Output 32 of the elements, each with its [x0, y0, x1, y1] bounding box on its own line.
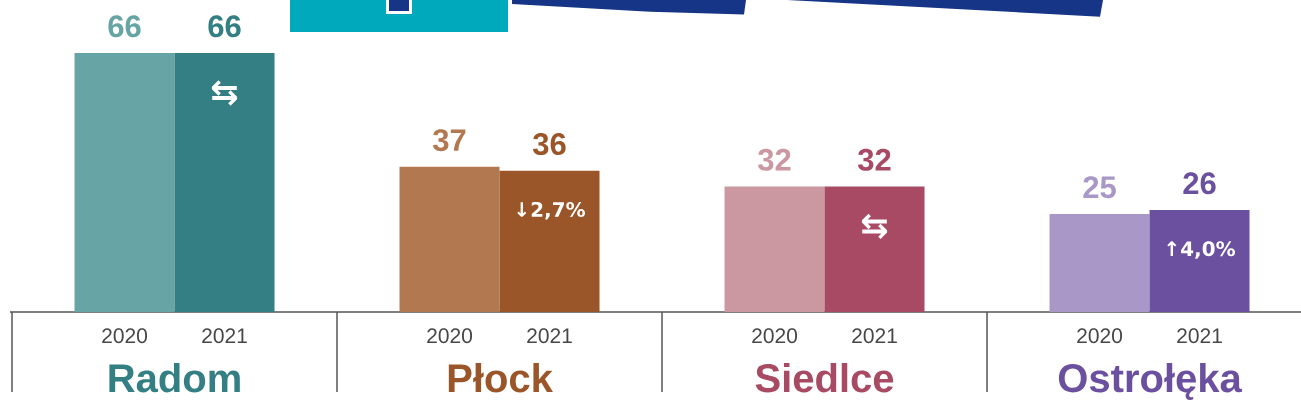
data-label: 37 — [432, 129, 466, 152]
bar — [1049, 213, 1150, 312]
x-tick-label: Radom — [109, 363, 240, 393]
text: 2021 — [1177, 328, 1222, 344]
data-label: 25 — [1083, 176, 1116, 199]
bar — [499, 170, 600, 312]
bar — [724, 186, 825, 312]
text: 2021 — [527, 328, 572, 344]
x-tick-label: Siedlce — [755, 363, 894, 393]
bar — [824, 186, 925, 312]
text: 2020 — [427, 328, 473, 344]
bar — [174, 53, 275, 312]
text: 2021 — [852, 328, 897, 344]
text: 2020 — [1077, 328, 1123, 344]
series-label: 2021 — [202, 328, 247, 344]
data-label: 26 — [1183, 172, 1216, 195]
data-label: 66 — [108, 15, 141, 38]
series-label: 2020 — [102, 328, 148, 344]
bar — [74, 53, 175, 312]
x-tick-label: Ostrołęka — [1058, 363, 1243, 400]
annotation: ↑4,0% — [1167, 241, 1236, 259]
bar — [399, 166, 500, 312]
x-tick-label: Płock — [448, 363, 553, 393]
annotation: ↓2,7% — [517, 201, 586, 220]
data-label: 66 — [208, 15, 241, 38]
text: 2020 — [752, 328, 798, 344]
data-label: 36 — [533, 133, 566, 156]
data-label: 32 — [758, 148, 791, 171]
annotation: ⇆ — [211, 80, 238, 106]
annotation: ⇆ — [861, 213, 888, 240]
bar — [1149, 209, 1250, 312]
data-label: 32 — [858, 148, 891, 171]
